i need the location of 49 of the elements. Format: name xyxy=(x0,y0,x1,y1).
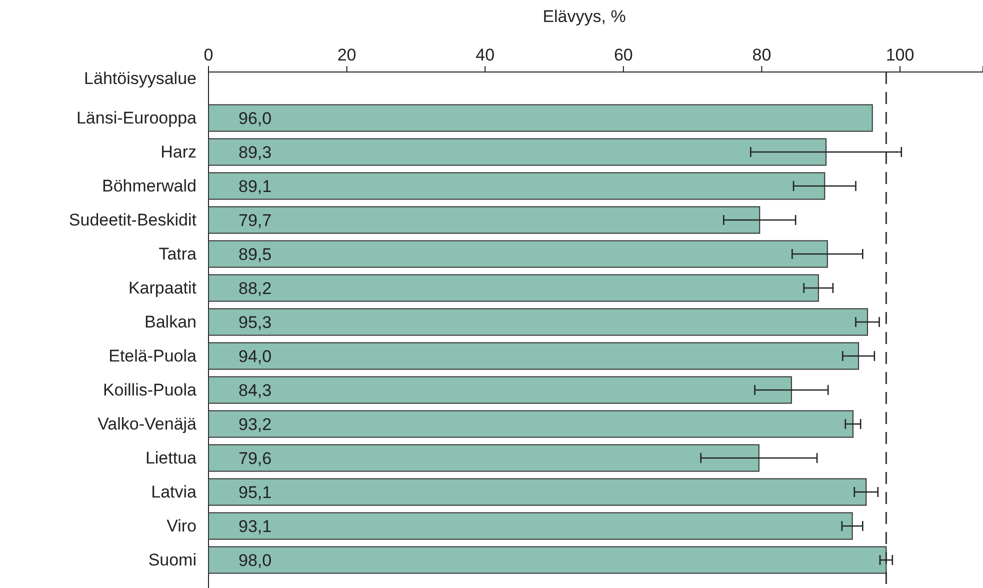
bar xyxy=(208,172,826,200)
y-axis-title: Lähtöisyysalue xyxy=(84,69,196,88)
x-axis-title: Elävyys, % xyxy=(542,7,626,26)
data-label: 98,0 xyxy=(238,551,272,570)
bar xyxy=(208,138,827,166)
y-tick-label: Tatra xyxy=(158,244,198,264)
x-tick-label: 60 xyxy=(614,45,633,64)
x-tick-label: 80 xyxy=(752,45,772,64)
x-tick-label: 0 xyxy=(204,45,214,64)
data-label: 89,3 xyxy=(238,143,272,162)
y-tick-label: Valko-Venäjä xyxy=(98,414,198,434)
y-tick-label: Böhmerwald xyxy=(102,176,196,196)
x-tick-label: 100 xyxy=(886,45,914,64)
x-tick-label: 20 xyxy=(337,45,356,64)
data-label: 95,1 xyxy=(238,483,272,502)
bar xyxy=(208,274,819,302)
bar xyxy=(208,104,873,132)
y-tick-label: Karpaatit xyxy=(128,278,197,298)
bar xyxy=(208,376,792,404)
data-label: 94,0 xyxy=(238,347,272,366)
bar xyxy=(208,410,854,438)
data-label: 96,0 xyxy=(238,109,272,128)
y-tick-label: Sudeetit-Beskidit xyxy=(68,210,197,230)
data-label: 93,2 xyxy=(238,415,272,434)
y-tick-label: Latvia xyxy=(151,482,198,502)
y-tick-label: Harz xyxy=(160,142,196,162)
y-tick-label: Etelä-Puola xyxy=(108,346,198,366)
bar xyxy=(208,444,760,472)
data-label: 88,2 xyxy=(238,279,272,298)
x-tick-label: 40 xyxy=(476,45,495,64)
y-tick-label: Balkan xyxy=(144,312,196,332)
y-tick-label: Suomi xyxy=(148,550,196,570)
data-label: 95,3 xyxy=(238,313,272,332)
bar xyxy=(208,240,828,268)
y-tick-label: Liettua xyxy=(145,448,198,468)
data-label: 89,5 xyxy=(238,245,272,264)
y-tick-label: Viro xyxy=(166,516,196,536)
bar xyxy=(208,308,868,336)
data-label: 79,6 xyxy=(238,449,272,468)
bar xyxy=(208,512,853,540)
bar xyxy=(208,342,860,370)
data-label: 84,3 xyxy=(238,381,272,400)
y-tick-label: Länsi-Eurooppa xyxy=(76,108,198,128)
data-label: 89,1 xyxy=(238,177,272,196)
bar xyxy=(208,206,760,234)
y-tick-label: Koillis-Puola xyxy=(102,380,198,400)
data-label: 79,7 xyxy=(238,211,272,230)
bar xyxy=(208,478,867,506)
data-label: 93,1 xyxy=(238,517,272,536)
